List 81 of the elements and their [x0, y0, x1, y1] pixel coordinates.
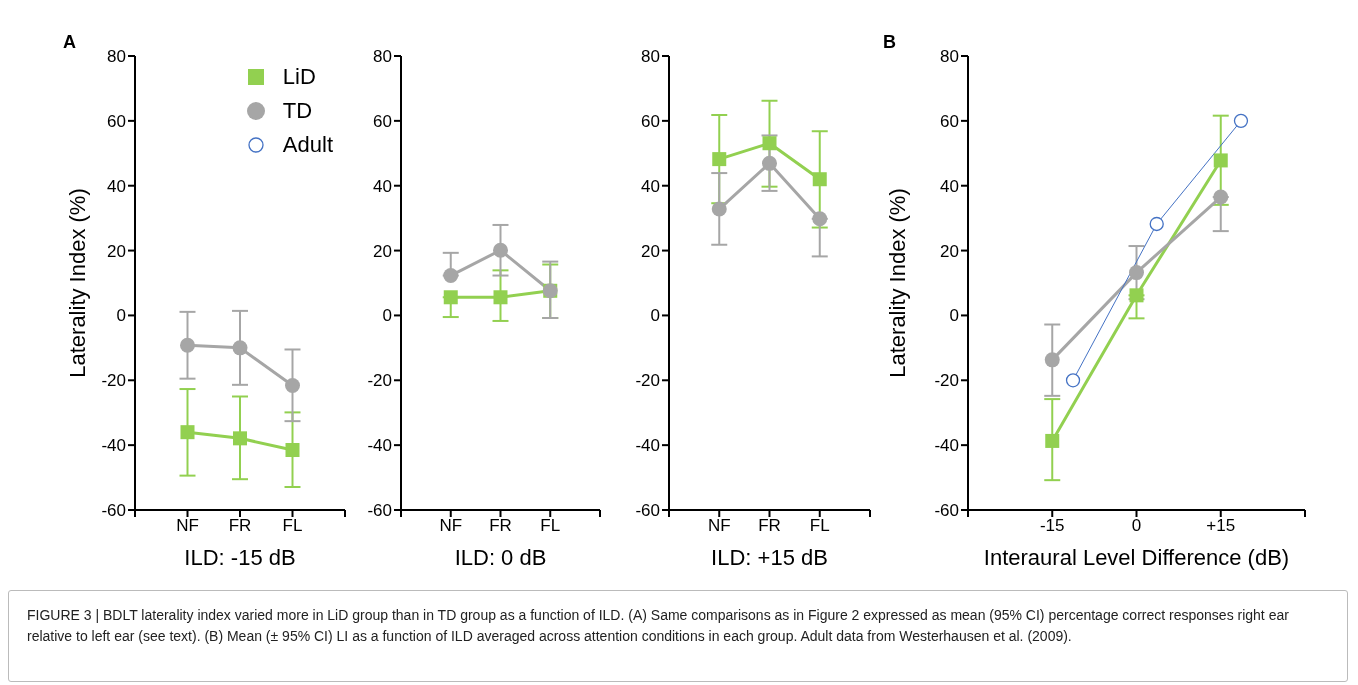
y-tick-label: -60	[367, 501, 392, 521]
y-tick-label: 80	[373, 47, 392, 67]
y-tick-label: 40	[373, 176, 392, 196]
point	[1045, 433, 1060, 448]
point	[443, 268, 459, 284]
x-axis-title: ILD: +15 dB	[711, 544, 828, 572]
point	[812, 211, 828, 227]
x-tick-label: FL	[282, 516, 303, 536]
x-tick-label: FL	[540, 516, 561, 536]
caption: FIGURE 3 | BDLT laterality index varied more in LiD group than in TD group as a function of ILD. (A) Same comparisons as in Figure 2 expressed as mean (95% CI) percentage correct responses right ear relative to left ear (see text). (B) Mean (± 95% CI) LI as a function of ILD averaged across attention conditions in each group. Adult data from Westerhausen et al. (2009).	[27, 606, 1290, 646]
y-tick-label: 80	[641, 47, 660, 67]
point	[1129, 288, 1144, 303]
y-tick-label: 60	[641, 111, 660, 131]
point	[1065, 373, 1081, 388]
point	[812, 172, 827, 187]
x-tick-label: NF	[707, 516, 731, 536]
y-tick-label: -20	[101, 371, 126, 391]
y-tick-label: 0	[116, 306, 126, 326]
y-tick-label: 80	[940, 47, 959, 67]
y-tick-label: -40	[367, 436, 392, 456]
point	[1129, 265, 1144, 281]
point	[762, 136, 777, 151]
point	[180, 425, 195, 440]
text: B	[883, 32, 896, 53]
x-tick-label: -15	[1039, 516, 1065, 536]
x-tick-label: +15	[1206, 516, 1236, 536]
y-tick-label: 60	[107, 111, 126, 131]
x-axis-title: Interaural Level Difference (dB)	[983, 544, 1290, 572]
legend-label: LiD	[282, 64, 316, 90]
y-tick-label: -60	[934, 501, 959, 521]
y-tick-label: 40	[107, 176, 126, 196]
y-tick-label: 20	[641, 241, 660, 261]
legend-label: TD	[282, 98, 313, 124]
y-tick-label: -20	[934, 371, 959, 391]
y-tick-label: -20	[635, 371, 660, 391]
x-tick-label: NF	[439, 516, 463, 536]
point	[711, 201, 727, 217]
point	[1233, 113, 1249, 129]
x-tick-label: FR	[489, 516, 512, 536]
x-tick-label: FL	[809, 516, 830, 536]
y-tick-label: 60	[373, 111, 392, 131]
point	[285, 443, 300, 458]
legend-label: Adult	[282, 132, 333, 158]
x-axis-title: ILD: 0 dB	[454, 544, 547, 572]
point	[762, 155, 777, 171]
y-tick-label: 60	[940, 111, 959, 131]
y-tick-label: 40	[641, 176, 660, 196]
point	[1149, 216, 1164, 232]
y-tick-label: 20	[373, 241, 392, 261]
point	[493, 242, 508, 258]
y-tick-label: -40	[101, 436, 126, 456]
point	[712, 152, 727, 167]
point	[1213, 189, 1229, 205]
y-tick-label: 0	[949, 306, 959, 326]
y-tick-label: -20	[367, 371, 392, 391]
y-tick-label: 40	[940, 176, 959, 196]
x-tick-label: NF	[176, 516, 199, 536]
y-tick-label: -40	[635, 436, 660, 456]
x-tick-label: FR	[228, 516, 252, 536]
point	[285, 377, 300, 393]
y-tick-label: -60	[635, 501, 660, 521]
y-tick-label: 20	[940, 241, 959, 261]
point	[1044, 352, 1060, 368]
point	[443, 290, 458, 305]
y-tick-label: 80	[107, 47, 126, 67]
y-axis-title: Laterality Index (%)	[64, 188, 90, 378]
y-axis-title: Laterality Index (%)	[884, 188, 910, 378]
point	[180, 337, 195, 353]
y-tick-label: 20	[107, 241, 126, 261]
point	[493, 290, 508, 305]
y-tick-label: 0	[650, 306, 660, 326]
x-axis-title: ILD: -15 dB	[184, 544, 296, 572]
point	[233, 431, 247, 446]
point	[232, 340, 248, 356]
point	[1213, 153, 1228, 168]
x-tick-label: FR	[758, 516, 781, 536]
x-tick-label: 0	[1131, 516, 1142, 536]
text: A	[63, 32, 76, 53]
y-tick-label: -60	[101, 501, 126, 521]
y-tick-label: -40	[934, 436, 959, 456]
y-tick-label: 0	[382, 306, 392, 326]
